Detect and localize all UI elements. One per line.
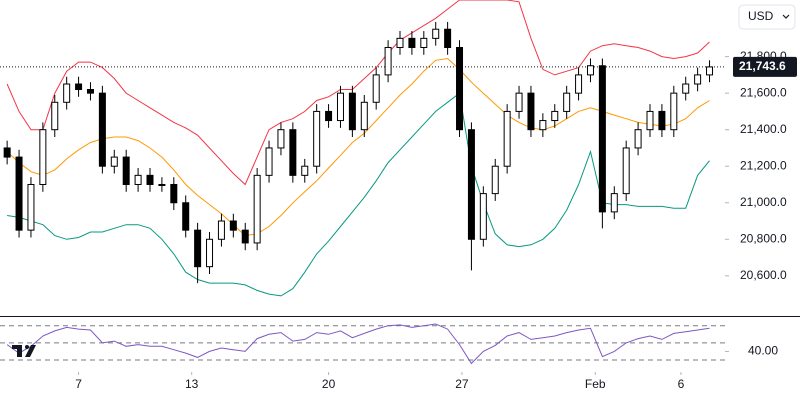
candle-body xyxy=(491,165,499,195)
candle-body xyxy=(39,129,47,185)
candle-body xyxy=(86,89,94,94)
candle-body xyxy=(336,92,344,122)
candle-body xyxy=(122,156,130,185)
candle-body xyxy=(420,37,428,48)
candle-body xyxy=(622,147,630,195)
x-tick-label: 13 xyxy=(185,377,199,391)
candle-body xyxy=(217,220,225,240)
dropdown-arrow[interactable] xyxy=(782,14,790,19)
band-middle xyxy=(6,57,710,237)
y-tick-label: 21,000.0 xyxy=(740,195,787,209)
candle-body xyxy=(384,46,392,76)
y-tick-label: 20,800.0 xyxy=(740,231,787,245)
last-price-box xyxy=(733,56,797,77)
candle-body xyxy=(610,193,618,213)
candle-body xyxy=(98,92,106,167)
candle-body xyxy=(170,183,178,204)
x-tick-label: Feb xyxy=(585,377,606,391)
candle-body xyxy=(15,156,23,231)
candle-body xyxy=(63,83,71,103)
candle-body xyxy=(289,129,297,176)
y-tick-label: 21,200.0 xyxy=(740,158,787,172)
x-tick-label: 27 xyxy=(455,377,469,391)
y-tick-label: 21,400.0 xyxy=(740,122,787,136)
candle-body xyxy=(456,46,464,131)
y-tick-label: 20,600.0 xyxy=(740,268,787,282)
candle-body xyxy=(503,110,511,167)
candle-body xyxy=(586,65,594,76)
candle-body xyxy=(158,183,166,186)
candle-body xyxy=(408,37,416,48)
candle-body xyxy=(51,101,59,131)
candle-body xyxy=(110,156,118,167)
candle-body xyxy=(3,147,11,158)
y-tick-label: 21,600.0 xyxy=(740,85,787,99)
band-upper xyxy=(6,0,710,186)
candle-body xyxy=(146,174,154,185)
candle-body xyxy=(277,129,285,149)
candle-body xyxy=(527,92,535,131)
candle-body xyxy=(646,110,654,131)
candle-body xyxy=(301,165,309,176)
x-tick-label: 20 xyxy=(322,377,336,391)
last-price-label: 21,743.6 xyxy=(739,59,786,73)
rsi-line xyxy=(6,323,710,365)
candle-body xyxy=(253,174,261,244)
candle-body xyxy=(563,92,571,112)
candle-body xyxy=(229,220,237,231)
candle-body xyxy=(360,101,368,131)
candle-body xyxy=(515,92,523,112)
logo-shape xyxy=(12,345,36,357)
candle-body xyxy=(479,193,487,240)
candle-body xyxy=(265,147,273,176)
candle-body xyxy=(694,74,702,85)
band-lower xyxy=(7,92,710,297)
logo xyxy=(12,345,36,357)
candle-body xyxy=(432,28,440,39)
candle-body xyxy=(598,65,606,213)
candle-body xyxy=(182,202,190,231)
candle-body xyxy=(706,66,714,76)
candle-body xyxy=(206,238,214,268)
x-tick-label: 6 xyxy=(678,377,685,391)
candle-body xyxy=(467,129,475,240)
currency-button[interactable]: USD xyxy=(738,4,796,30)
candle-body xyxy=(551,110,559,122)
candle-body xyxy=(134,174,142,185)
candle-body xyxy=(575,74,583,94)
candle-body xyxy=(194,229,202,268)
candle-body xyxy=(670,92,678,131)
candle-body xyxy=(313,110,321,167)
logo-dot xyxy=(25,345,29,349)
candle-body xyxy=(241,229,249,244)
candle-body xyxy=(396,37,404,48)
x-tick-label: 7 xyxy=(75,377,82,391)
candle-body xyxy=(444,28,452,48)
candle-body xyxy=(325,110,333,122)
rsi-tick-label: 40.00 xyxy=(748,344,778,358)
candle-body xyxy=(75,83,83,91)
currency-label[interactable]: USD xyxy=(748,9,774,23)
candle-body xyxy=(658,110,666,131)
candle-body xyxy=(348,92,356,131)
candle-body xyxy=(634,129,642,149)
currency-box[interactable] xyxy=(738,4,796,30)
candle-body xyxy=(682,83,690,94)
candle-body xyxy=(372,74,380,103)
candle-body xyxy=(539,120,547,131)
candle-body xyxy=(27,183,35,231)
